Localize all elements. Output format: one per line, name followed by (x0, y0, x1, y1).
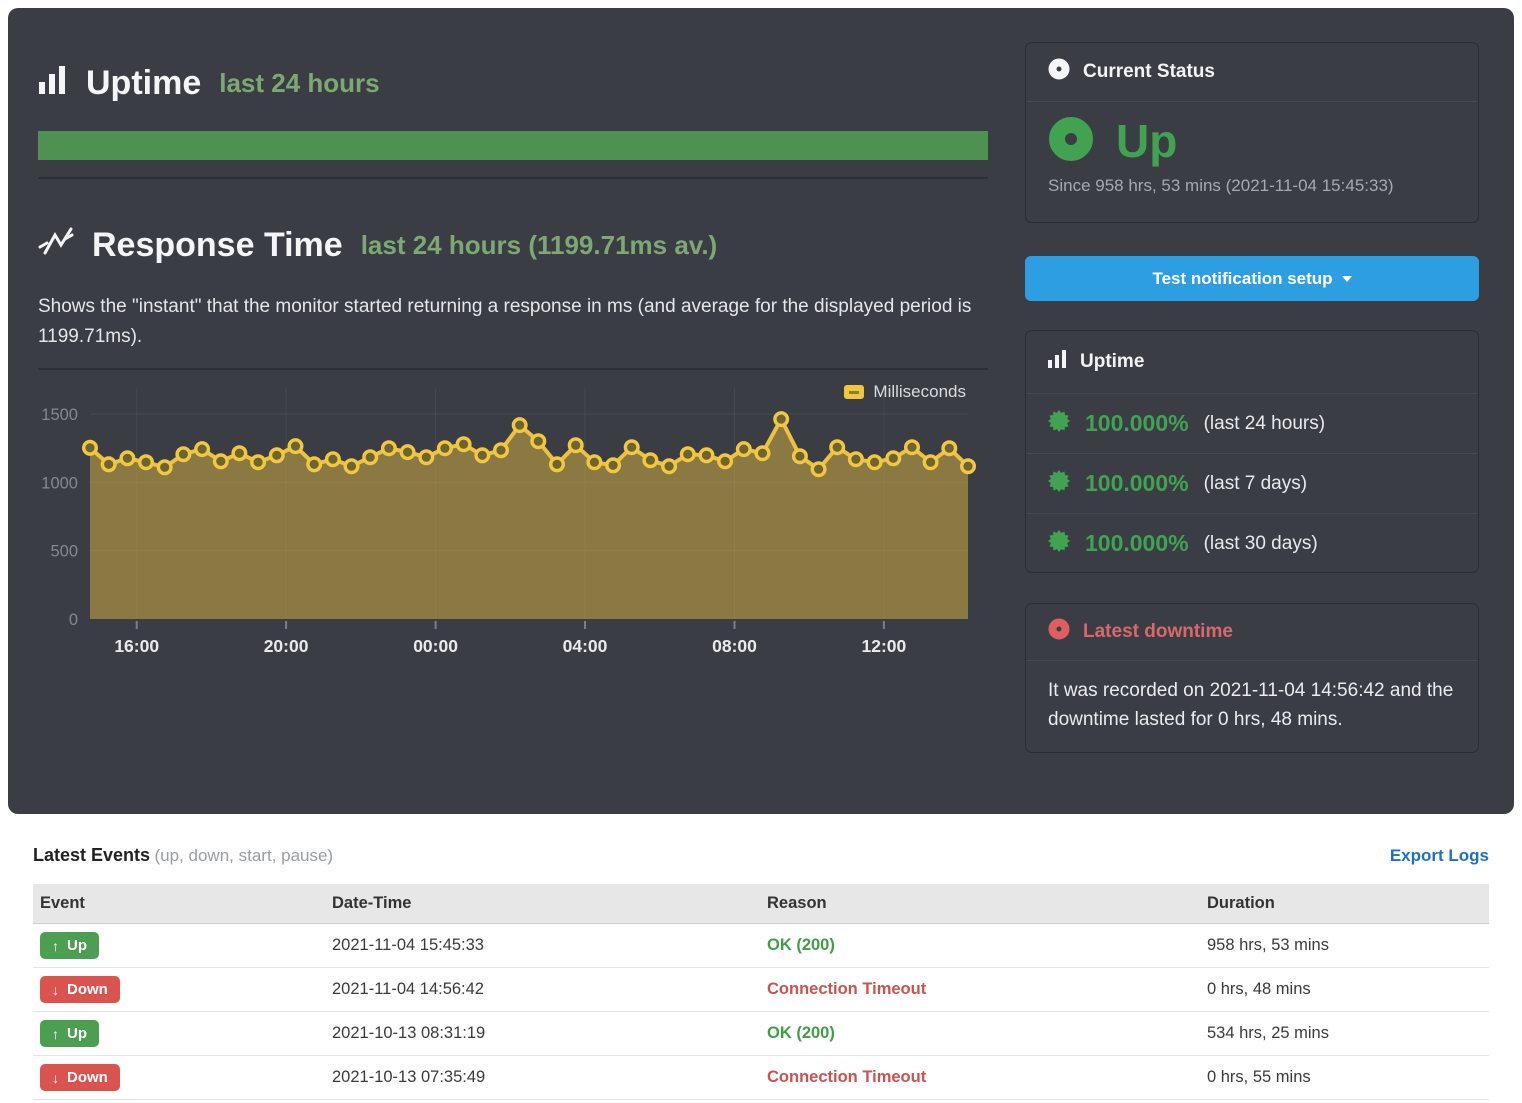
bullseye-icon (1048, 58, 1070, 86)
svg-text:1500: 1500 (41, 406, 78, 424)
column-header-reason: Reason (760, 894, 1200, 913)
current-status-box: Current Status Up Since 958 hrs, 53 mins… (1025, 42, 1479, 223)
caret-down-icon (1342, 276, 1352, 282)
svg-text:00:00: 00:00 (413, 636, 458, 656)
event-datetime: 2021-11-04 15:45:33 (325, 936, 760, 955)
event-duration: 534 hrs, 25 mins (1200, 1024, 1489, 1043)
column-header-event: Event (33, 894, 325, 913)
chart-legend: Milliseconds (844, 382, 966, 402)
response-time-subtitle-range: last 24 hours (361, 230, 521, 260)
arrow-up-icon: ↑ (52, 1026, 59, 1042)
line-chart-icon (38, 226, 74, 265)
latest-downtime-text: It was recorded on 2021-11-04 14:56:42 a… (1026, 661, 1478, 750)
uptime-value: 100.000% (1085, 530, 1189, 557)
uptime-period: (last 30 days) (1204, 533, 1318, 555)
starburst-icon (1048, 410, 1070, 437)
latest-downtime-title: Latest downtime (1083, 621, 1233, 643)
event-duration: 0 hrs, 48 mins (1200, 980, 1489, 999)
current-status-title: Current Status (1083, 61, 1215, 83)
event-datetime: 2021-11-04 14:56:42 (325, 980, 760, 999)
arrow-down-icon: ↓ (52, 1070, 59, 1086)
uptime-progress-bar (38, 131, 988, 160)
svg-text:1000: 1000 (41, 474, 78, 492)
arrow-up-icon: ↑ (52, 938, 59, 954)
divider (38, 177, 988, 179)
uptime-section-title: Uptime (86, 64, 201, 103)
column-header-duration: Duration (1200, 894, 1489, 913)
uptime-row-30d: 100.000% (last 30 days) (1026, 513, 1478, 573)
event-reason: OK (200) (760, 936, 1200, 955)
export-logs-link[interactable]: Export Logs (1390, 846, 1489, 866)
event-badge-down: ↓Down (40, 976, 120, 1003)
main-column: Uptime last 24 hours Response Time last … (38, 8, 988, 814)
event-duration: 0 hrs, 55 mins (1200, 1068, 1489, 1087)
svg-text:0: 0 (69, 611, 78, 629)
response-time-section-header: Response Time last 24 hours (1199.71ms a… (38, 226, 717, 265)
response-time-chart[interactable]: 16:00 20:00 00:00 04:00 08:00 12:00 0 500 1000 15… (38, 374, 988, 674)
uptime-row-24h: 100.000% (last 24 hours) (1026, 393, 1478, 453)
monitor-panel: Uptime last 24 hours Response Time last … (8, 8, 1514, 814)
current-status-header: Current Status (1026, 43, 1478, 102)
event-badge-up: ↑Up (40, 1020, 99, 1047)
svg-text:16:00: 16:00 (114, 636, 159, 656)
event-datetime: 2021-10-13 07:35:49 (325, 1068, 760, 1087)
event-reason: Connection Timeout (760, 980, 1200, 999)
current-status-body: Up Since 958 hrs, 53 mins (2021-11-04 15… (1026, 102, 1478, 196)
uptime-value: 100.000% (1085, 410, 1189, 437)
svg-text:04:00: 04:00 (563, 636, 608, 656)
uptime-stats-title: Uptime (1080, 351, 1144, 373)
response-time-average: (1199.71ms av.) (528, 230, 717, 260)
latest-downtime-box: Latest downtime It was recorded on 2021-… (1025, 603, 1479, 753)
uptime-stats-header: Uptime (1026, 331, 1478, 393)
test-notification-button[interactable]: Test notification setup (1025, 256, 1479, 301)
divider (38, 368, 988, 370)
uptime-section-header: Uptime last 24 hours (38, 64, 380, 103)
status-up-icon (1048, 116, 1094, 167)
latest-events-title: Latest Events (33, 845, 150, 865)
svg-text:500: 500 (50, 543, 78, 561)
event-row: ↑Up 2021-10-13 08:31:19 OK (200) 534 hrs… (33, 1012, 1489, 1056)
event-duration: 958 hrs, 53 mins (1200, 936, 1489, 955)
event-datetime: 2021-10-13 08:31:19 (325, 1024, 760, 1043)
latest-downtime-header: Latest downtime (1026, 604, 1478, 661)
event-row: ↓Down 2021-11-04 14:56:42 Connection Tim… (33, 968, 1489, 1012)
response-time-description: Shows the "instant" that the monitor sta… (38, 292, 988, 352)
events-table-header-row: Event Date-Time Reason Duration (33, 884, 1489, 924)
uptime-progress-fill (38, 131, 988, 160)
svg-text:20:00: 20:00 (264, 636, 309, 656)
event-reason: Connection Timeout (760, 1068, 1200, 1087)
latest-events-header: Latest Events (up, down, start, pause) E… (33, 845, 1489, 866)
svg-text:08:00: 08:00 (712, 636, 757, 656)
event-badge-up: ↑Up (40, 932, 99, 959)
svg-text:12:00: 12:00 (862, 636, 907, 656)
uptime-stats-box: Uptime 100.000% (last 24 hours) 100.000%… (1025, 330, 1479, 573)
status-since: Since 958 hrs, 53 mins (2021-11-04 15:45… (1048, 176, 1456, 196)
event-row: ↑Up 2021-11-04 15:45:33 OK (200) 958 hrs… (33, 924, 1489, 968)
uptime-section-subtitle: last 24 hours (219, 68, 379, 99)
legend-swatch-icon (844, 385, 864, 399)
event-badge-down: ↓Down (40, 1064, 120, 1091)
response-time-title: Response Time (92, 226, 343, 265)
uptime-period: (last 24 hours) (1204, 413, 1325, 435)
uptime-row-7d: 100.000% (last 7 days) (1026, 453, 1478, 513)
uptime-period: (last 7 days) (1204, 473, 1307, 495)
arrow-down-icon: ↓ (52, 982, 59, 998)
response-time-subtitle: last 24 hours (1199.71ms av.) (361, 230, 718, 261)
column-header-datetime: Date-Time (325, 894, 760, 913)
events-table: Event Date-Time Reason Duration ↑Up 2021… (33, 884, 1489, 1100)
uptime-value: 100.000% (1085, 470, 1189, 497)
bar-chart-icon (38, 65, 68, 102)
starburst-icon (1048, 530, 1070, 557)
bullseye-red-icon (1048, 618, 1070, 646)
status-state: Up (1116, 114, 1177, 168)
latest-events-subtitle: (up, down, start, pause) (155, 846, 334, 865)
test-notification-label: Test notification setup (1152, 269, 1332, 289)
starburst-icon (1048, 470, 1070, 497)
bar-chart-icon (1048, 349, 1067, 375)
response-time-chart-svg[interactable]: 16:00 20:00 00:00 04:00 08:00 12:00 0 500 1000 15… (38, 374, 988, 674)
event-row: ↓Down 2021-10-13 07:35:49 Connection Tim… (33, 1056, 1489, 1100)
event-reason: OK (200) (760, 1024, 1200, 1043)
legend-label: Milliseconds (873, 382, 966, 402)
